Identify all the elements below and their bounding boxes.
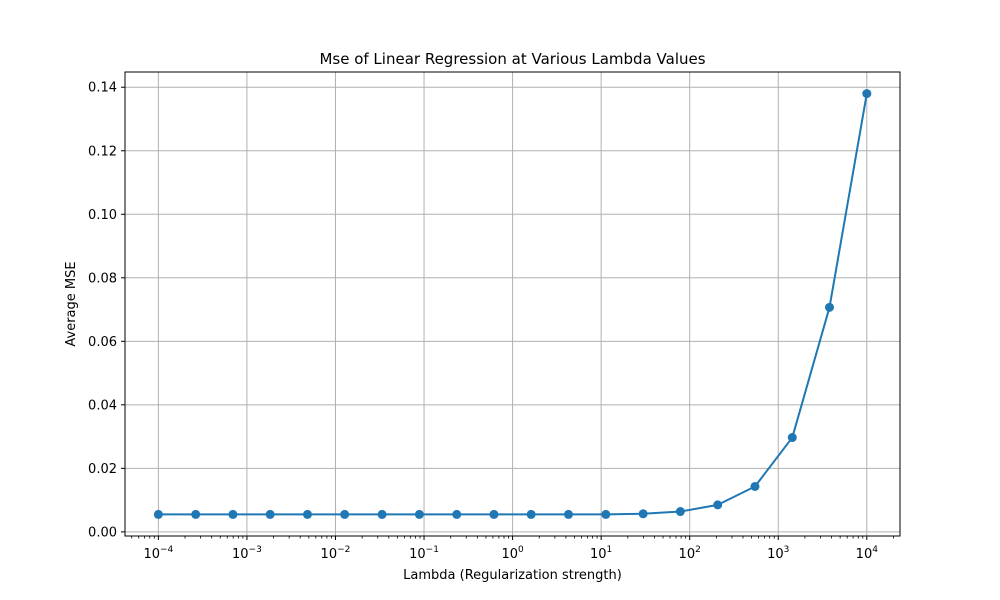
series-layer (153, 89, 872, 519)
series-line (158, 93, 868, 516)
data-point (675, 507, 685, 517)
data-point (824, 302, 834, 312)
data-point (228, 509, 238, 519)
x-tick-label: 10−3 (232, 545, 262, 562)
data-point (638, 509, 648, 519)
x-axis-label: Lambda (Regularization strength) (403, 568, 622, 583)
y-tick-label: 0.10 (88, 208, 117, 223)
data-point (340, 509, 350, 519)
data-point (787, 433, 797, 443)
data-point (862, 89, 872, 99)
y-tick-label: 0.12 (88, 144, 117, 159)
data-point (377, 509, 387, 519)
data-point (153, 509, 163, 519)
data-point (601, 509, 611, 519)
data-point (489, 509, 499, 519)
data-point (191, 509, 201, 519)
x-tick-label: 103 (767, 545, 789, 562)
data-point (414, 509, 424, 519)
y-tick-label: 0.06 (88, 335, 117, 350)
data-point (452, 509, 462, 519)
data-point (302, 509, 312, 519)
y-tick-label: 0.02 (88, 462, 117, 477)
data-point (713, 500, 723, 510)
x-tick-label: 104 (856, 545, 879, 562)
y-tick-label: 0.00 (88, 525, 117, 540)
y-axis-label: Average MSE (64, 261, 79, 346)
data-point (526, 509, 536, 519)
y-tick-label: 0.08 (88, 271, 117, 286)
x-tick-label: 10−2 (321, 545, 351, 562)
y-tick-label: 0.14 (88, 81, 117, 96)
chart-title: Mse of Linear Regression at Various Lamb… (319, 50, 705, 68)
x-tick-label: 10−1 (409, 545, 439, 562)
x-tick-label: 10−4 (143, 545, 173, 562)
x-tick-label: 102 (679, 545, 701, 562)
x-tick-label: 101 (590, 545, 612, 562)
data-point (750, 481, 760, 491)
axis-ticks: 10−4 10−3 10−2 10−1 100 101 102 103 104 0.00 0.02 0… (88, 81, 894, 562)
grid (125, 72, 900, 536)
x-tick-label: 100 (501, 545, 524, 562)
data-point (564, 509, 574, 519)
y-tick-label: 0.04 (88, 398, 117, 413)
data-point (265, 509, 275, 519)
